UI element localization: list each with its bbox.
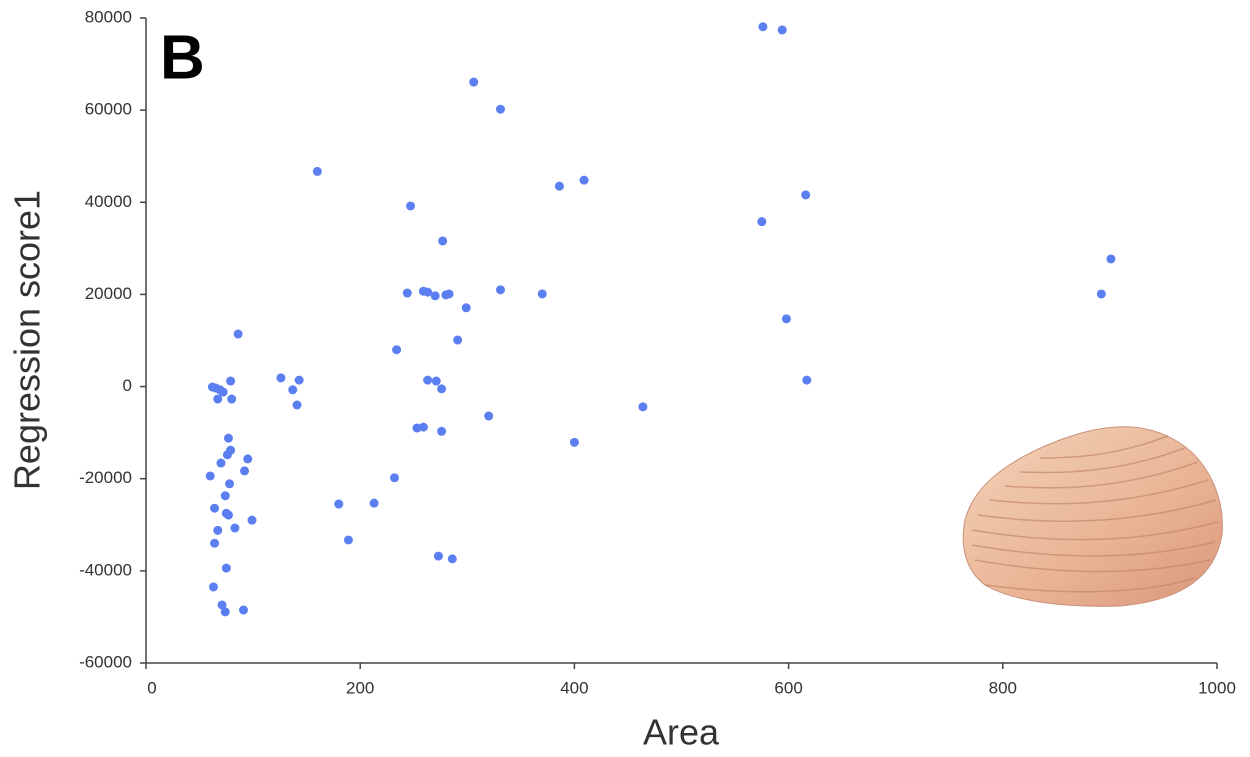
point (419, 423, 428, 432)
y-tick-label: -20000 (79, 468, 132, 487)
point (344, 535, 353, 544)
point (221, 491, 230, 500)
x-tick-label: 1000 (1198, 678, 1236, 697)
x-tick-label: 200 (346, 678, 374, 697)
x-tick-label: 0 (147, 678, 156, 697)
point (288, 385, 297, 394)
point (293, 401, 302, 410)
point (580, 176, 589, 185)
y-tick-label: -60000 (79, 652, 132, 671)
point (390, 473, 399, 482)
point (437, 384, 446, 393)
point (570, 438, 579, 447)
point (370, 499, 379, 508)
y-tick-label: 40000 (85, 192, 132, 211)
point (445, 289, 454, 298)
point (226, 377, 235, 386)
point (206, 471, 215, 480)
point (225, 479, 234, 488)
y-tick-label: -40000 (79, 560, 132, 579)
point (432, 377, 441, 386)
point (462, 303, 471, 312)
chart: B Area Regression score1 -60000 -40000 -20… (0, 0, 1250, 757)
x-axis-title: Area (643, 712, 720, 753)
x-tick-label: 600 (774, 678, 802, 697)
point (213, 526, 222, 535)
point (638, 402, 647, 411)
point (313, 167, 322, 176)
point (210, 539, 219, 548)
y-axis-title: Regression score1 (7, 190, 48, 490)
point (423, 376, 432, 385)
point (222, 564, 231, 573)
point (239, 606, 248, 615)
point (227, 395, 236, 404)
point (392, 345, 401, 354)
point (234, 330, 243, 339)
point (782, 314, 791, 323)
point (1106, 254, 1115, 263)
point (223, 450, 232, 459)
point (248, 516, 257, 525)
shell-image (963, 427, 1222, 606)
point (437, 427, 446, 436)
point (210, 504, 219, 513)
y-tick-label: 80000 (85, 7, 132, 26)
point (438, 236, 447, 245)
point (469, 78, 478, 87)
point (496, 285, 505, 294)
point (295, 376, 304, 385)
point (276, 373, 285, 382)
point (243, 454, 252, 463)
point (240, 466, 249, 475)
point (538, 289, 547, 298)
y-tick-label: 20000 (85, 284, 132, 303)
point (801, 190, 810, 199)
point (555, 182, 564, 191)
point (778, 25, 787, 34)
point (1097, 289, 1106, 298)
point (224, 434, 233, 443)
point (758, 22, 767, 31)
panel-label: B (160, 23, 205, 92)
x-tick-label: 400 (560, 678, 588, 697)
point (496, 105, 505, 114)
point (431, 291, 440, 300)
point (221, 607, 230, 616)
y-tick-label: 0 (123, 376, 132, 395)
point (403, 289, 412, 298)
point (230, 524, 239, 533)
point (213, 395, 222, 404)
point (224, 511, 233, 520)
point (334, 500, 343, 509)
point (757, 217, 766, 226)
point (484, 412, 493, 421)
point (448, 554, 457, 563)
point (209, 582, 218, 591)
point (216, 459, 225, 468)
point (802, 376, 811, 385)
y-tick-label: 60000 (85, 100, 132, 119)
point (406, 201, 415, 210)
point (453, 336, 462, 345)
x-tick-label: 800 (989, 678, 1017, 697)
point (434, 552, 443, 561)
